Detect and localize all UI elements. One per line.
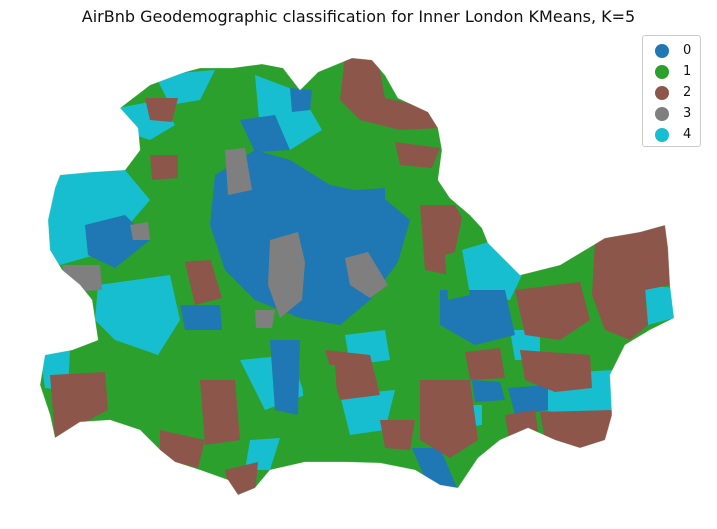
legend-item-1: 1 — [655, 61, 700, 82]
legend: 0 1 2 3 4 — [642, 35, 701, 147]
legend-label-2: 2 — [683, 85, 692, 100]
zone-east-brown-2 — [515, 282, 590, 340]
zone-west-cyan — [40, 170, 150, 265]
zone-west-brown-2 — [185, 258, 222, 305]
map-outline — [39, 57, 675, 496]
zone-grey-small-2 — [255, 310, 275, 328]
zone-south-brown — [325, 350, 380, 400]
legend-swatch-0 — [655, 43, 669, 58]
zone-north-grey — [225, 148, 252, 195]
zone-southwest-blue — [180, 305, 222, 330]
legend-item-0: 0 — [655, 40, 700, 61]
zone-southwest-cyan — [95, 275, 180, 355]
legend-swatch-4 — [655, 127, 669, 142]
zone-east-blue — [440, 290, 515, 345]
zone-southeast-green-patch — [478, 425, 505, 458]
zone-northeast-blue — [355, 188, 385, 210]
zones-layer — [40, 58, 674, 495]
zone-north-cyan — [155, 70, 215, 105]
zone-north-blue-2 — [290, 88, 312, 112]
zone-southeast-brown-3 — [540, 410, 612, 448]
zone-west-brown — [50, 372, 108, 438]
legend-swatch-2 — [655, 85, 669, 100]
zone-grey-small-1 — [130, 222, 150, 240]
zone-southeast-brown-2 — [505, 410, 540, 445]
zone-south-brown-3 — [160, 430, 205, 468]
zone-northeast-brown — [340, 58, 440, 130]
zone-north-central-blue — [240, 115, 290, 152]
map-title: AirBnb Geodemographic classification for… — [81, 7, 636, 26]
legend-swatch-3 — [655, 106, 669, 121]
zone-south-tip-cyan — [245, 438, 280, 470]
zone-south-blue — [270, 340, 300, 415]
legend-label-3: 3 — [683, 106, 692, 121]
zone-east-central-grey — [345, 252, 388, 298]
legend-swatch-1 — [655, 64, 669, 79]
legend-item-2: 2 — [655, 82, 700, 103]
legend-label-4: 4 — [683, 127, 692, 142]
zone-far-east-brown — [592, 225, 670, 340]
zone-northeast-brown-2 — [395, 142, 440, 168]
zone-south-brown-4 — [380, 420, 415, 450]
zone-central-grey — [268, 232, 305, 318]
zone-south-tip-brown — [225, 462, 258, 495]
zone-east-river-cyan — [462, 240, 522, 300]
zone-east-green-patch — [445, 250, 470, 300]
zone-mid-brown — [465, 348, 505, 380]
zone-south-green-patch — [300, 365, 338, 412]
zone-southeast-blue — [508, 385, 548, 415]
zone-southeast-brown-4 — [520, 350, 592, 392]
zone-southeast-brown — [420, 380, 478, 458]
zone-central-green-patch — [160, 228, 215, 262]
zone-south-brown-2 — [200, 380, 240, 445]
zone-south-mid-blue — [472, 380, 505, 402]
legend-label-1: 1 — [683, 64, 692, 79]
zone-far-east-cyan — [645, 285, 674, 325]
legend-label-0: 0 — [683, 43, 692, 58]
zone-northwest-brown-2 — [150, 155, 178, 180]
zone-south-tip-blue — [412, 448, 458, 490]
legend-item-3: 3 — [655, 103, 700, 124]
legend-item-4: 4 — [655, 124, 700, 145]
zone-north-brown — [145, 98, 178, 122]
